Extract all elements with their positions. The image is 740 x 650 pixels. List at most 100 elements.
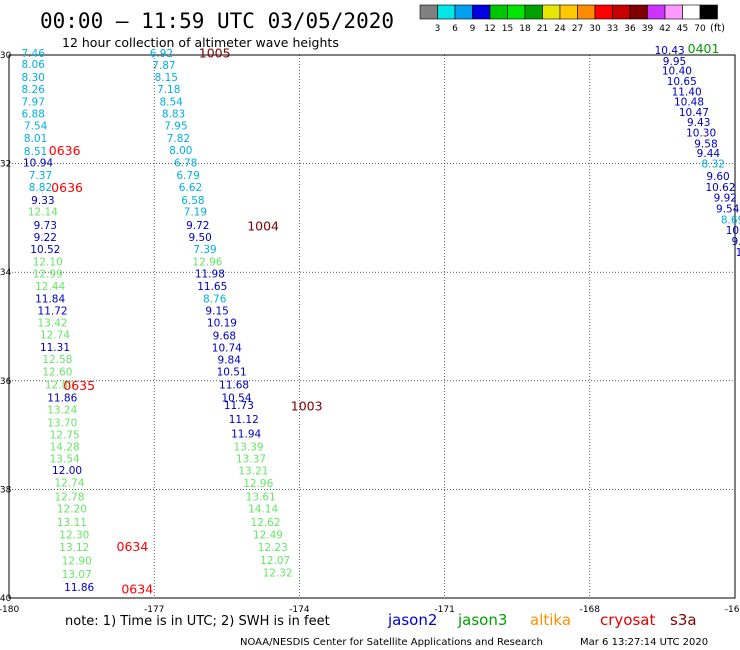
wave-height-value: 13.11 xyxy=(57,517,87,529)
wave-height-value: 7.54 xyxy=(24,120,48,132)
scale-swatch xyxy=(647,4,666,20)
wave-height-value: 13.54 xyxy=(50,453,80,465)
wave-height-value: 13.42 xyxy=(38,318,68,330)
map-title: 00:00 – 11:59 UTC 03/05/2020 xyxy=(40,9,394,33)
scale-label: 30 xyxy=(589,24,601,34)
latitude-label: -40 xyxy=(0,594,12,604)
longitude-label: -165 xyxy=(725,605,740,615)
wave-height-value: 12.99 xyxy=(33,269,63,281)
scale-swatch xyxy=(699,4,718,20)
longitude-label: -180 xyxy=(0,605,19,615)
wave-height-value: 7.87 xyxy=(152,60,175,72)
wave-height-value: 12.60 xyxy=(42,366,72,378)
wave-height-value: 13.07 xyxy=(62,569,92,581)
scale-label: 12 xyxy=(484,24,495,34)
wave-height-value: 6.78 xyxy=(174,157,197,169)
wave-height-value: 11.72 xyxy=(38,306,68,318)
pass-time-label: 1004 xyxy=(247,218,279,233)
wave-height-value: 13.70 xyxy=(47,417,77,429)
wave-height-value: 8.69 xyxy=(721,214,740,226)
wave-height-value: 6.62 xyxy=(179,182,202,194)
wave-height-value: 12.74 xyxy=(54,478,84,490)
wave-height-value: 10.94 xyxy=(23,157,53,169)
wave-height-value: 10.43 xyxy=(655,45,685,57)
wave-height-value: 12.14 xyxy=(28,207,58,219)
scale-label: 45 xyxy=(677,24,688,34)
scale-label: 3 xyxy=(435,24,441,34)
axis-labels: -180 -177 -174 -171 -168 -165 -30 -32 -34 -36 -38 -… xyxy=(0,51,740,615)
scale-swatch xyxy=(507,4,526,20)
wave-height-value: 9.58 xyxy=(694,138,717,150)
wave-height-value: 9.44 xyxy=(697,148,721,160)
scale-swatch xyxy=(472,4,491,20)
wave-height-value: 12.07 xyxy=(260,555,290,567)
wave-height-value: 10.30 xyxy=(686,127,716,139)
track-3: 10.439.9510.4010.6511.4010.4810.479.4310… xyxy=(655,45,740,259)
map-subtitle: 12 hour collection of altimeter wave hei… xyxy=(62,35,339,50)
scale-label: 70 xyxy=(694,24,706,34)
scale-swatch xyxy=(577,4,596,20)
wave-height-value: 9.72 xyxy=(186,220,209,232)
wave-height-value: 10.48 xyxy=(674,96,704,108)
wave-height-value: 8.32 xyxy=(702,158,725,170)
wave-height-value: 10.51 xyxy=(217,366,247,378)
scale-label: 15 xyxy=(502,24,513,34)
scale-unit-label: (ft) xyxy=(710,23,725,34)
footer-note: note: 1) Time is in UTC; 2) SWH is in fe… xyxy=(65,614,330,629)
latitude-label: -30 xyxy=(0,51,12,61)
latitude-label: -34 xyxy=(0,268,12,278)
wave-height-value: 7.39 xyxy=(193,244,216,256)
wave-height-value: 8.26 xyxy=(22,84,46,96)
longitude-label: -171 xyxy=(434,605,454,615)
wave-height-value: 12.75 xyxy=(50,429,80,441)
wave-height-value: 6.88 xyxy=(22,108,45,120)
scale-swatch xyxy=(612,4,631,20)
scale-label: 39 xyxy=(642,24,654,34)
scale-label: 18 xyxy=(519,24,531,34)
legend-jason3: jason3 xyxy=(457,611,507,629)
wave-height-value: 11.68 xyxy=(219,379,249,391)
pass-time-label: 0635 xyxy=(63,378,95,393)
wave-height-value: 9.73 xyxy=(34,220,57,232)
wave-height-value: 8.06 xyxy=(22,59,46,71)
pass-time-label: 0634 xyxy=(117,539,149,554)
wave-height-value: 8.15 xyxy=(155,72,178,84)
legend-cryosat: cryosat xyxy=(600,611,655,629)
scale-swatch xyxy=(524,4,543,20)
wave-height-value: 11.40 xyxy=(672,87,702,99)
longitude-label: -177 xyxy=(144,605,164,615)
wave-height-value: 8.01 xyxy=(24,133,47,145)
wave-height-value: 10.1 xyxy=(726,225,740,237)
wave-height-value: 12.32 xyxy=(263,567,293,579)
wave-height-value: 9.60 xyxy=(706,171,729,183)
latitude-label: -36 xyxy=(0,377,12,387)
scale-swatch xyxy=(419,4,438,20)
wave-height-value: 9.54 xyxy=(716,203,740,215)
wave-height-value: 12.49 xyxy=(253,529,283,541)
pass-time-label: 0636 xyxy=(49,143,81,158)
wave-height-value: 7.18 xyxy=(157,84,180,96)
scale-label: 33 xyxy=(607,24,618,34)
wave-height-value: 8.54 xyxy=(159,96,183,108)
wave-height-value: 10.54 xyxy=(221,392,251,404)
wave-height-value: 9.84 xyxy=(218,354,242,366)
wave-height-value: 12.23 xyxy=(258,542,288,554)
pass-time-label: 0634 xyxy=(121,582,153,597)
wave-height-value: 12.78 xyxy=(54,491,84,503)
wave-height-value: 9.50 xyxy=(188,232,211,244)
wave-height-value: 14.28 xyxy=(50,441,80,453)
scale-swatch xyxy=(454,4,473,20)
wave-height-value: 6.79 xyxy=(176,170,199,182)
map-grid xyxy=(9,55,735,598)
scale-label: 9 xyxy=(470,24,476,34)
wave-height-value: 12.90 xyxy=(62,555,92,567)
pass-time-label: 1003 xyxy=(291,399,323,414)
scale-label: 24 xyxy=(554,24,566,34)
latitude-label: -38 xyxy=(0,485,12,495)
track-2: 6.927.878.157.188.548.837.957.828.006.78… xyxy=(150,48,293,579)
wave-height-value: 12.00 xyxy=(52,465,82,477)
wave-height-value: 9.22 xyxy=(34,232,57,244)
wave-height-value: 11.86 xyxy=(64,582,94,594)
wave-height-value: 8.82 xyxy=(29,182,52,194)
